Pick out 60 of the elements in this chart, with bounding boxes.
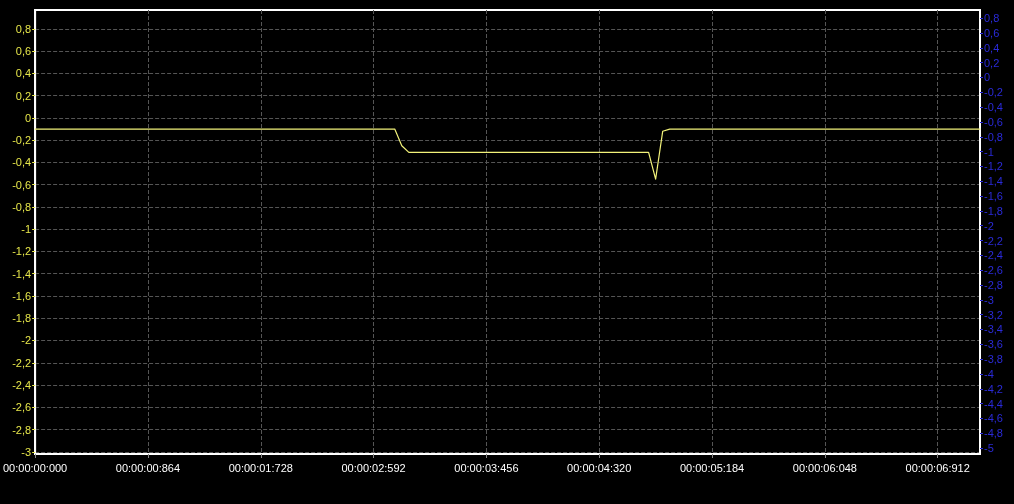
y2-tick-label: -0,4 — [984, 101, 1003, 114]
y2-tick-label: 0 — [984, 71, 991, 84]
y-tick-label: -2,8 — [12, 423, 32, 436]
y-tick-label: -2,6 — [12, 401, 32, 414]
y2-tick-label: -0,6 — [984, 115, 1003, 128]
y2-tick-label: -5 — [984, 442, 994, 455]
x-tick-label: 00:00:01:728 — [228, 461, 293, 474]
y-tick-label: 0,4 — [15, 67, 32, 80]
y2-tick-label: -0,8 — [984, 130, 1003, 143]
y2-tick-label: -1,8 — [984, 204, 1003, 217]
y-tick-label: -0,2 — [12, 134, 32, 147]
x-tick-label: 00:00:00:000 — [3, 461, 68, 474]
y-tick-label: 0,2 — [15, 89, 32, 102]
y-tick-label: -0,4 — [12, 156, 32, 169]
y2-tick-label: -1 — [984, 145, 994, 158]
y2-tick-label: -3,8 — [984, 353, 1003, 366]
y2-tick-label: -1,6 — [984, 190, 1003, 203]
y2-tick-label: 0,8 — [984, 12, 1000, 25]
y2-tick-label: -1,2 — [984, 160, 1003, 173]
y-tick-label: -0,6 — [12, 178, 32, 191]
y2-tick-label: -3,6 — [984, 338, 1003, 351]
y2-tick-label: 0,6 — [984, 26, 1000, 39]
y-tick-label: -0,8 — [12, 200, 32, 213]
y2-tick-label: -4,4 — [984, 397, 1003, 410]
y2-tick-label: -2,4 — [984, 249, 1003, 262]
x-tick-label: 00:00:00:864 — [115, 461, 181, 474]
y2-tick-label: -2,2 — [984, 234, 1003, 247]
y2-tick-label: -4,2 — [984, 382, 1003, 395]
y2-tick-label: 0,4 — [984, 41, 1000, 54]
line-series — [34, 128, 981, 180]
x-tick-label: 00:00:02:592 — [341, 461, 406, 474]
y2-tick-label: -4,8 — [984, 427, 1003, 440]
y-tick-label: -1,2 — [12, 245, 32, 258]
y-tick-label: -2,4 — [12, 379, 32, 392]
y-tick-label: 0,6 — [15, 45, 32, 58]
y2-tick-label: -1,4 — [984, 175, 1003, 188]
y2-tick-label: -2 — [984, 219, 994, 232]
x-tick-label: 00:00:06:912 — [905, 461, 970, 474]
y2-tick-label: -0,2 — [984, 86, 1003, 99]
y2-tick-label: -3,2 — [984, 308, 1003, 321]
x-tick-label: 00:00:03:456 — [454, 461, 519, 474]
y-tick-label: -2,2 — [12, 356, 32, 369]
y-tick-label: 0 — [24, 111, 32, 124]
y2-tick-label: -2,6 — [984, 264, 1003, 277]
y2-tick-label: -4 — [984, 367, 994, 380]
y-tick-label: -3 — [21, 445, 32, 458]
y2-tick-label: -2,8 — [984, 279, 1003, 291]
y-tick-label: -1,4 — [12, 267, 32, 280]
y-tick-label: -1 — [21, 223, 32, 236]
y2-tick-label: -4,6 — [984, 412, 1003, 425]
x-tick-label: 00:00:06:048 — [792, 461, 857, 474]
y2-tick-label: 0,2 — [984, 56, 1000, 69]
y-tick-label: -1,6 — [12, 289, 32, 302]
y-tick-label: -1,8 — [12, 312, 32, 325]
y2-tick-label: -3,4 — [984, 323, 1003, 336]
y-tick-label: 0,8 — [15, 22, 32, 35]
y-tick-label: -2 — [21, 334, 32, 347]
y2-tick-label: -3 — [984, 293, 994, 306]
x-tick-label: 00:00:05:184 — [679, 461, 745, 474]
x-tick-label: 00:00:04:320 — [567, 461, 632, 474]
